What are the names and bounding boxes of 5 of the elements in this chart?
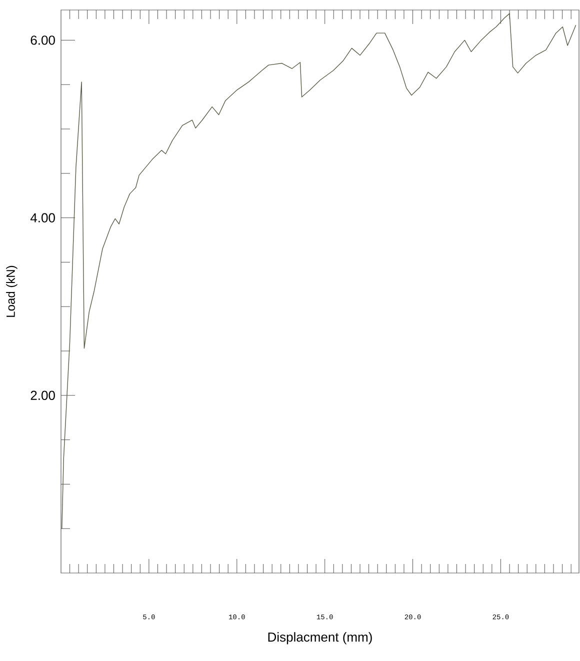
- y-tick-label: 2.00: [30, 390, 55, 400]
- y-tick-label: 4.00: [30, 213, 55, 222]
- y-tick-label: 6.00: [30, 36, 55, 45]
- y-axis-title: Load (kN): [6, 266, 18, 317]
- x-axis-title: Displacment (mm): [268, 632, 372, 644]
